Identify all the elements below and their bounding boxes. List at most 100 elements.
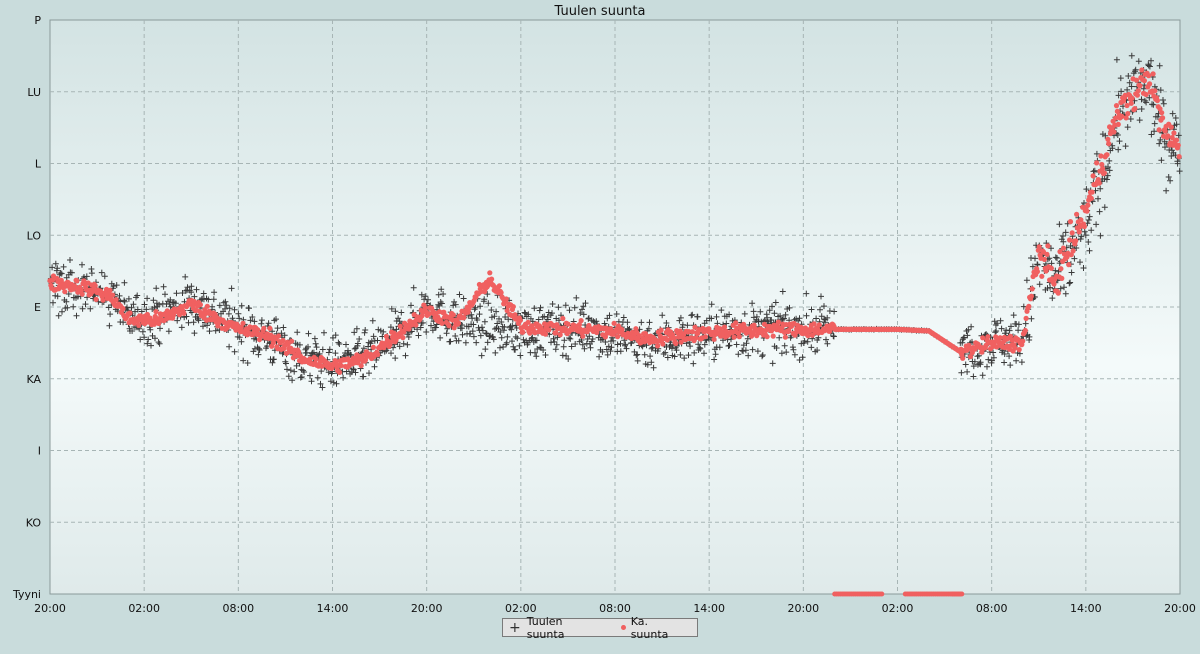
data-point-tuulen-suunta [460,295,467,302]
data-point-tuulen-suunta [759,352,766,358]
data-point-tuulen-suunta [319,384,326,391]
data-point-tuulen-suunta [278,330,285,337]
data-point-tuulen-suunta [289,377,296,384]
data-point-tuulen-suunta [779,288,786,295]
data-point-ka-suunta [92,283,98,289]
data-point-tuulen-suunta [808,344,815,351]
data-point-tuulen-suunta [182,273,189,280]
data-point-tuulen-suunta [423,329,430,335]
data-point-tuulen-suunta [979,372,986,379]
data-point-tuulen-suunta [291,368,298,375]
data-point-tuulen-suunta [677,351,684,358]
data-point-ka-suunta [967,354,974,360]
data-point-tuulen-suunta [516,342,523,349]
data-point-tuulen-suunta [716,344,723,351]
data-point-tuulen-suunta [141,301,148,308]
data-point-tuulen-suunta [415,332,422,339]
data-point-ka-suunta [1090,173,1096,179]
data-point-tuulen-suunta [549,301,556,307]
data-point-tuulen-suunta [173,290,180,297]
data-point-tuulen-suunta [1102,132,1109,139]
data-point-tuulen-suunta [669,345,675,352]
data-point-tuulen-suunta [1135,58,1142,65]
data-point-tuulen-suunta [566,335,573,341]
data-point-tuulen-suunta [552,346,559,353]
data-point-tuulen-suunta [1015,321,1022,328]
data-point-tuulen-suunta [1061,284,1067,291]
data-point-tuulen-suunta [1117,75,1124,82]
data-point-ka-suunta [655,343,661,349]
data-point-tuulen-suunta [791,351,798,358]
data-point-tuulen-suunta [238,338,245,345]
data-point-ka-suunta [1089,189,1095,195]
data-point-tuulen-suunta [191,330,198,337]
data-point-tuulen-suunta [313,344,320,351]
legend-item-ka-suunta: Ka. suunta [617,615,687,641]
data-point-tuulen-suunta [321,329,327,336]
data-point-tuulen-suunta [580,311,587,318]
data-point-tuulen-suunta [477,303,484,310]
data-point-tuulen-suunta [79,261,85,268]
data-point-tuulen-suunta [585,315,592,322]
data-point-tuulen-suunta [821,316,828,323]
data-point-tuulen-suunta [148,342,154,349]
data-point-tuulen-suunta [298,374,305,380]
data-point-ka-suunta [489,276,495,282]
data-point-tuulen-suunta [274,325,281,332]
data-point-ka-suunta [1096,180,1102,186]
data-point-ka-suunta [611,320,617,326]
data-point-ka-suunta [1152,88,1158,94]
data-point-tuulen-suunta [188,283,195,290]
data-point-tuulen-suunta [512,346,519,353]
data-point-ka-suunta [1044,251,1050,257]
data-point-tuulen-suunta [1006,327,1013,334]
data-point-tuulen-suunta [1001,359,1008,366]
data-point-ka-suunta [261,325,267,331]
data-point-ka-suunta [565,321,571,327]
data-point-tuulen-suunta [365,343,372,350]
data-point-tuulen-suunta [388,350,394,357]
data-point-tuulen-suunta [1160,97,1166,103]
data-point-tuulen-suunta [818,293,824,300]
data-point-tuulen-suunta [369,317,376,324]
data-point-tuulen-suunta [204,322,210,329]
data-point-tuulen-suunta [68,269,75,276]
data-point-ka-suunta [496,283,502,289]
data-point-tuulen-suunta [303,349,310,356]
data-point-tuulen-suunta [613,311,620,317]
data-point-tuulen-suunta [121,279,128,286]
data-point-tuulen-suunta [1046,255,1053,262]
data-point-tuulen-suunta [782,311,789,318]
data-point-tuulen-suunta [772,299,779,306]
data-point-tuulen-suunta [443,330,450,337]
data-point-tuulen-suunta [644,361,651,368]
data-point-tuulen-suunta [351,329,358,336]
data-point-tuulen-suunta [305,343,311,350]
x-tick-label: 14:00 [317,602,349,615]
data-point-tuulen-suunta [648,359,655,366]
data-point-tuulen-suunta [172,300,179,307]
data-point-tuulen-suunta [405,334,412,340]
data-point-tuulen-suunta [392,308,399,315]
data-point-tuulen-suunta [1032,255,1038,262]
y-axis: P LU L LO E KA I KO Tyyni [12,14,42,601]
data-point-tuulen-suunta [690,360,697,367]
data-point-tuulen-suunta [162,291,168,298]
data-point-tuulen-suunta [1081,228,1088,235]
data-point-tuulen-suunta [614,341,621,348]
data-point-tuulen-suunta [749,346,756,353]
data-point-tuulen-suunta [1091,167,1098,174]
data-point-ka-suunta [1051,281,1057,287]
data-point-calm [959,591,965,597]
data-point-tuulen-suunta [1116,138,1123,145]
data-point-ka-suunta [1135,88,1141,94]
data-point-ka-suunta [163,316,170,322]
data-point-tuulen-suunta [1136,117,1143,124]
data-point-tuulen-suunta [455,337,462,344]
data-point-tuulen-suunta [759,353,766,360]
data-point-tuulen-suunta [696,344,703,351]
data-point-tuulen-suunta [179,290,186,296]
data-point-tuulen-suunta [623,345,630,352]
data-point-tuulen-suunta [561,337,568,344]
data-point-tuulen-suunta [776,334,783,341]
